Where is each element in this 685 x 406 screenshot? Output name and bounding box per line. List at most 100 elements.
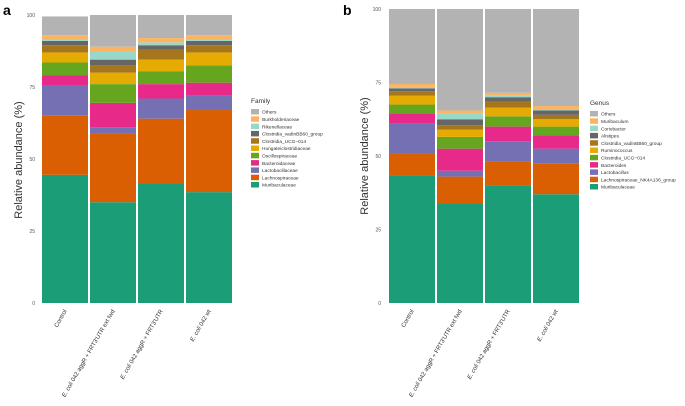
panel-b-legend-swatch — [590, 162, 598, 168]
panel-a-bar-segment — [138, 42, 184, 46]
panel-a-x-tick-label: E. coli 042 aggR + FRT3'UTR ext fwd — [62, 309, 117, 399]
panel-a-legend-label: Oscillospiraceae — [262, 154, 298, 160]
panel-a-bar-segment — [138, 84, 184, 99]
panel-a-bar-segment — [138, 98, 184, 119]
panel-a-legend-swatch — [251, 123, 259, 130]
panel-b-bar-segment — [485, 95, 531, 98]
panel-a-legend: Family OthersBurkholderiaceaeRikenellace… — [251, 98, 323, 189]
panel-a-y-tick: 25 — [29, 229, 35, 235]
panel-b-bar-segment — [437, 125, 483, 130]
panel-b-y-ticks: 0 25 50 75 100 — [373, 7, 382, 307]
panel-a-legend-label: Lactobacillaceae — [262, 168, 298, 174]
panel-a-legend-swatch — [251, 167, 259, 173]
panel-b-bar-segment — [389, 86, 435, 89]
panel-a-legend-label: Others — [262, 110, 277, 116]
panel-a-bar-segment — [186, 82, 232, 96]
panel-a-bar-segment — [138, 118, 184, 184]
panel-b-legend-title: Genus — [590, 100, 610, 107]
panel-a-bar-segment — [138, 59, 184, 72]
panel-a-bar-segment — [138, 15, 184, 39]
panel-b-bar-segment — [533, 194, 579, 303]
panel-a-legend-label: Lachnospiraceae — [262, 175, 299, 181]
panel-a-bar-segment — [90, 46, 136, 51]
panel-a-bar-segment — [90, 202, 136, 303]
panel-a-bar-segment — [42, 39, 88, 41]
panel-a-bar-segment — [138, 45, 184, 50]
panel-b: b Relative abundance (%) 0 25 50 75 100 Cont… — [343, 2, 676, 399]
panel-b-x-tick-label: E. coli 042 wt — [537, 309, 560, 343]
panel-a-bars — [42, 15, 232, 303]
panel-b-bar-segment — [437, 9, 483, 111]
panel-b-x-tick-label: E. coli 042 aggR + FRT3'UTR — [467, 308, 512, 380]
panel-a-legend-label: Burkholderiaceae — [262, 117, 300, 123]
panel-b-bar-segment — [485, 161, 531, 186]
panel-b-bar-segment — [389, 175, 435, 303]
panel-b-bar-segment — [533, 114, 579, 120]
panel-a-legend-swatch — [251, 152, 259, 159]
panel-b-bar-segment — [389, 104, 435, 114]
panel-b-bar-segment — [389, 88, 435, 92]
panel-a-bar-segment — [42, 75, 88, 86]
panel-b-bar-segment — [533, 163, 579, 195]
panel-b-bar-segment — [533, 110, 579, 115]
panel-a-bar-segment — [42, 85, 88, 116]
panel-a-y-tick: 100 — [27, 13, 36, 19]
panel-a-bar-segment — [186, 35, 232, 40]
panel-b-bar-segment — [533, 126, 579, 136]
panel-a-bar-segment — [90, 15, 136, 47]
panel-b-bar-segment — [437, 203, 483, 303]
panel-a-y-tick: 0 — [32, 301, 35, 307]
panel-b-letter: b — [343, 2, 352, 18]
panel-b-bar-segment — [437, 110, 483, 114]
panel-a-legend-swatch — [251, 116, 259, 122]
panel-a-legend-swatch — [251, 160, 259, 166]
panel-a-bar-segment — [90, 72, 136, 85]
panel-a-legend-label: Hungateiclostridiaceae — [262, 146, 311, 152]
panel-b-bar-segment — [485, 9, 531, 93]
panel-b-legend-label: Clostridia_vadinBB60_group — [601, 141, 662, 147]
panel-a-bar-segment — [138, 71, 184, 85]
panel-a-bar-segment — [138, 49, 184, 60]
panel-b-legend-label: Muribaculaceae — [601, 185, 635, 191]
panel-b-legend-swatch — [590, 147, 598, 153]
panel-a-legend-label: Clostridia_vadinBB60_group — [262, 132, 323, 138]
panel-a-y-ticks: 0 25 50 75 100 — [27, 13, 36, 307]
panel-b-legend-swatch — [590, 184, 598, 190]
panel-b-bar-segment — [485, 107, 531, 117]
panel-a-legend-swatch — [251, 130, 259, 137]
panel-b-legend-label: Alistipes — [601, 134, 619, 140]
panel-a-bar-segment — [186, 45, 232, 53]
panel-a-bar-segment — [42, 45, 88, 53]
panel-b-bar-segment — [533, 9, 579, 107]
panel-a-legend-label: Rikenellaceae — [262, 124, 292, 130]
panel-a-bar-segment — [186, 65, 232, 83]
panel-a-bar-segment — [42, 62, 88, 76]
panel-a-y-tick: 75 — [29, 85, 35, 91]
panel-a-bar-segment — [186, 40, 232, 46]
panel-b-legend-label: Lactobacillus — [601, 170, 629, 176]
panel-b-legend-swatch — [590, 132, 598, 139]
panel-b-legend-swatch — [590, 154, 598, 161]
panel-b-bar-segment — [485, 185, 531, 303]
panel-a-bar-segment — [90, 59, 136, 66]
panel-b-legend-label: Ruminococcus — [601, 148, 633, 154]
panel-b-legend-label: Coriobacter — [601, 126, 626, 132]
panel-a-bar-segment — [42, 40, 88, 46]
panel-b-x-tick-label: Control — [401, 309, 416, 329]
panel-a-bar-segment — [90, 51, 136, 60]
panel-b-legend-swatch — [590, 111, 598, 117]
panel-b-bar-segment — [533, 108, 579, 111]
panel-b-y-tick: 100 — [373, 7, 382, 13]
panel-b-legend-label: Muribaculum — [601, 119, 628, 125]
panel-a-bar-segment — [138, 183, 184, 303]
panel-a-x-tick-label: E. coli 042 aggR + FRT3'UTR — [120, 308, 165, 380]
panel-a-bar-segment — [42, 115, 88, 175]
panel-b-y-axis-label: Relative abundance (%) — [359, 97, 371, 214]
panel-b-bar-segment — [533, 106, 579, 109]
panel-b-bar-segment — [389, 153, 435, 176]
panel-a-bar-segment — [90, 133, 136, 203]
panel-b-bar-segment — [485, 116, 531, 127]
